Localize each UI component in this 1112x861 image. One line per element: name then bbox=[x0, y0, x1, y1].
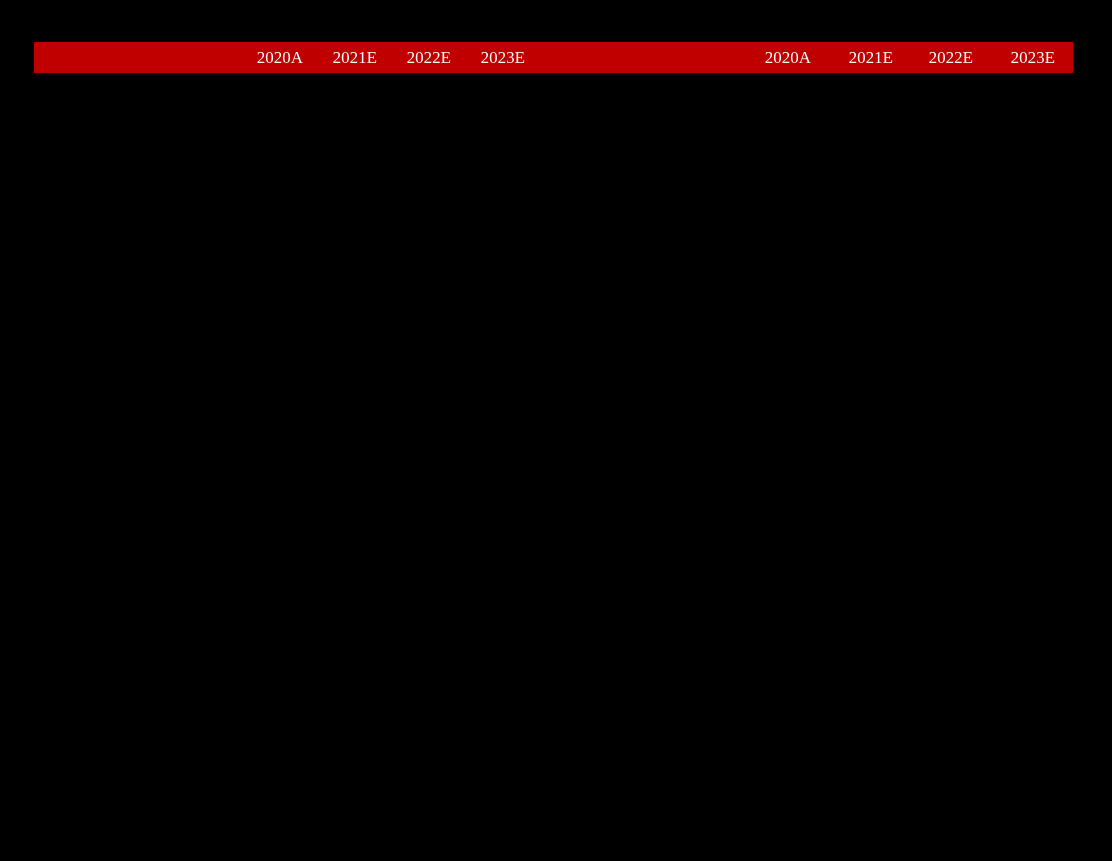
left-column-header-2023e: 2023E bbox=[480, 48, 525, 67]
left-column-header-2021e: 2021E bbox=[332, 48, 377, 67]
right-column-header-2023e: 2023E bbox=[1010, 48, 1055, 67]
right-column-header-2020a: 2020A bbox=[764, 48, 811, 67]
right-column-header-2021e: 2021E bbox=[848, 48, 893, 67]
left-column-header-2022e: 2022E bbox=[406, 48, 451, 67]
left-column-header-2020a: 2020A bbox=[256, 48, 303, 67]
table-header-bar: 2020A 2021E 2022E 2023E 2020A 2021E 2022… bbox=[34, 42, 1073, 73]
right-column-header-2022e: 2022E bbox=[928, 48, 973, 67]
